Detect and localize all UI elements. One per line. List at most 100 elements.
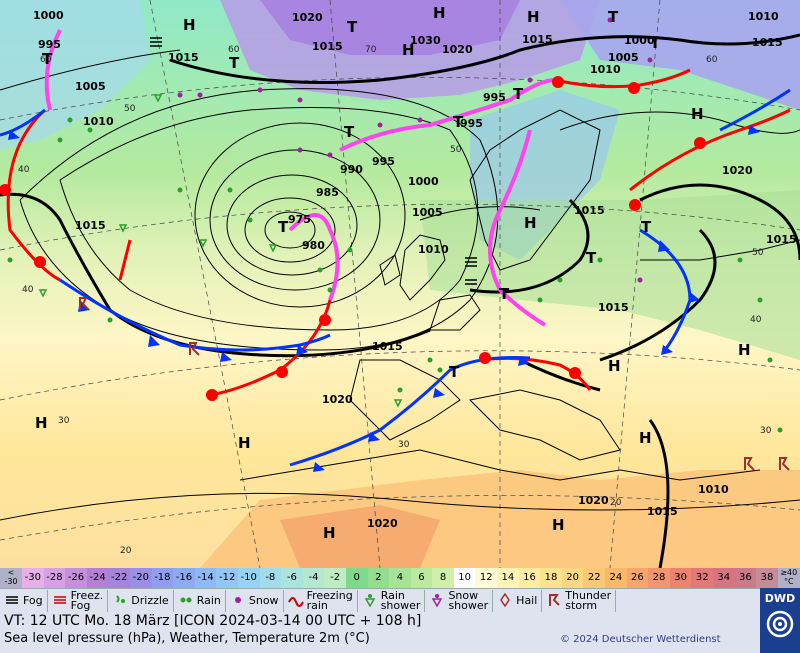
legend-label: Fog [23, 594, 43, 607]
pressure-label: 1015 [766, 233, 797, 246]
legend-item: Drizzle [108, 590, 174, 612]
high-center: H [433, 4, 446, 22]
pressure-label: 1020 [578, 494, 609, 507]
pressure-label: 1015 [372, 340, 403, 353]
scale-cell: -30 [22, 568, 44, 588]
cold-region-north-core [260, 0, 520, 55]
scale-cell: 18 [540, 568, 562, 588]
svg-text:20: 20 [610, 498, 622, 508]
pressure-label: 995 [460, 117, 483, 130]
svg-text:40: 40 [18, 165, 30, 175]
low-center: T [344, 123, 355, 141]
high-center: H [323, 524, 336, 542]
scale-cell: -10 [237, 568, 260, 588]
snow-shower-icon [429, 593, 448, 610]
pressure-label: 1015 [522, 33, 553, 46]
temperature-scale: < -30 -30 -28 -26 -24 -22 -20 -18 -16 -14 -12 -10 -8-… [0, 568, 800, 588]
high-center: H [524, 214, 537, 232]
logo-text: DWD [764, 592, 796, 605]
pressure-label: 1015 [574, 204, 605, 217]
pressure-label: 1000 [624, 34, 655, 47]
svg-text:40: 40 [22, 285, 34, 295]
pressure-label: 1000 [33, 9, 64, 22]
rain-icon [178, 593, 197, 610]
precipitation-symbols [7, 117, 783, 433]
scale-cell: 38 [756, 568, 778, 588]
thunderstorm-icon [546, 593, 565, 610]
pressure-label: 1000 [408, 175, 439, 188]
pressure-label: 1015 [312, 40, 343, 53]
high-center: H [608, 357, 621, 375]
scale-left-edge: < -30 [0, 568, 22, 588]
legend-label: Rain [196, 594, 221, 607]
thunderstorm-symbols [79, 297, 790, 471]
legend-item: Rain shower [358, 590, 426, 612]
scale-cell: -4 [302, 568, 325, 588]
weather-map: 60 50 40 30 20 40 30 20 60 50 40 30 70 5… [0, 0, 800, 568]
snow-symbols [177, 17, 653, 283]
legend-label: Rain shower [380, 589, 421, 612]
legend-item: Fog [0, 590, 48, 612]
isobars [19, 88, 499, 351]
svg-text:50: 50 [124, 104, 136, 114]
low-center: T [229, 54, 240, 72]
occlusion-fronts [44, 29, 556, 327]
low-center: T [42, 50, 53, 68]
pressure-label: 980 [302, 239, 325, 252]
front-symbols [0, 76, 760, 472]
dwd-logo: DWD [760, 588, 800, 653]
pressure-label: 1015 [647, 505, 678, 518]
scale-cell: 34 [713, 568, 735, 588]
isobars-thin-extra [0, 49, 800, 521]
freezing-rain-icon [287, 593, 307, 610]
scale-cell: -20 [129, 568, 152, 588]
scale-cell: 32 [691, 568, 713, 588]
high-center: H [691, 105, 704, 123]
scale-cell: 28 [648, 568, 670, 588]
fog-icon [4, 593, 23, 610]
legend-label: Freez. Fog [70, 589, 104, 612]
legend-item: Snow shower [425, 590, 494, 612]
legend-item: Rain [174, 590, 226, 612]
pressure-label: 1005 [608, 51, 639, 64]
drizzle-icon [112, 593, 131, 610]
legend-item: Freez. Fog [48, 590, 109, 612]
scale-cell: -2 [324, 568, 346, 588]
pressure-label: 1010 [698, 483, 729, 496]
low-center: T [650, 34, 661, 52]
rain-shower-icon [362, 593, 381, 610]
svg-text:30: 30 [760, 426, 772, 436]
scale-cell: 36 [734, 568, 757, 588]
legend-item: Hail [493, 590, 543, 612]
legend-item: Freezing rain [284, 590, 358, 612]
pressure-label: 1010 [748, 10, 779, 23]
snow-icon [230, 593, 249, 610]
valid-time: VT: 12 UTC Mo. 18 März [ICON 2024-03-14 … [4, 613, 422, 629]
pressure-label: 1030 [410, 34, 441, 47]
weather-legend: Fog Freez. Fog Drizzle Rain Snow Freezing rain R… [0, 588, 800, 613]
low-center: T [499, 285, 510, 303]
pressure-label: 1005 [412, 206, 443, 219]
scale-cell: 22 [583, 568, 606, 588]
copyright: © 2024 Deutscher Wetterdienst [560, 634, 721, 645]
scale-cell: -28 [43, 568, 66, 588]
high-center: H [527, 8, 540, 26]
svg-text:30: 30 [58, 416, 70, 426]
pressure-label: 1020 [367, 517, 398, 530]
low-center: T [453, 113, 464, 131]
low-center: T [449, 363, 460, 381]
high-center: H [402, 41, 415, 59]
scale-cell: -26 [65, 568, 87, 588]
low-center: T [513, 85, 524, 103]
pressure-label: 1010 [590, 63, 621, 76]
svg-text:60: 60 [40, 55, 52, 65]
scale-cell: 10 [453, 568, 476, 588]
svg-text:40: 40 [750, 315, 762, 325]
scale-cell: 30 [669, 568, 692, 588]
green-region-europe [420, 190, 800, 360]
isobars-bold [0, 33, 800, 568]
scale-cell: -18 [151, 568, 174, 588]
map-subtitle: Sea level pressure (hPa), Weather, Tempe… [4, 631, 370, 646]
svg-text:70: 70 [365, 45, 377, 55]
pressure-label: 1015 [752, 36, 783, 49]
